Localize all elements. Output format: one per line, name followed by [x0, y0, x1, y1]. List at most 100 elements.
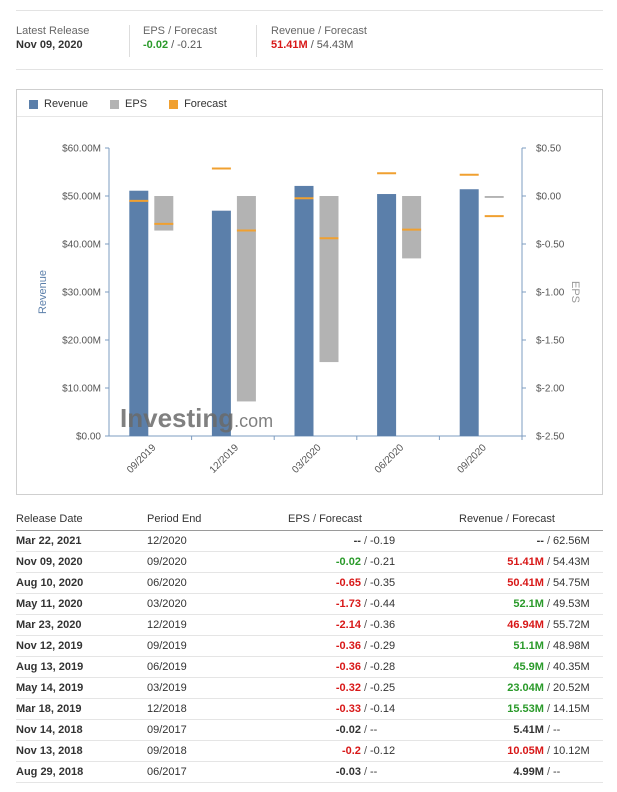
header-release-date[interactable]: Release Date [16, 513, 83, 525]
revenue-actual: 52.1M [513, 598, 544, 610]
legend-label-forecast: Forecast [184, 98, 227, 110]
revenue-cell: 4.99M / [456, 762, 553, 783]
eps-actual: -0.33 [335, 703, 361, 715]
slash-separator: / [546, 598, 550, 610]
header-revenue-forecast[interactable]: Revenue / Forecast [459, 509, 555, 529]
earnings-summary: Latest Release Nov 09, 2020 EPS / Foreca… [16, 10, 603, 70]
revenue-cell: 5.41M / [456, 720, 553, 741]
eps-forecast-cell: -0.14 [370, 703, 396, 715]
header-period-end[interactable]: Period End [147, 513, 202, 525]
table-row: Nov 13, 2018 09/2018 -0.2/-0.12 10.05M/10.1… [16, 741, 603, 762]
release-date-cell: Aug 29, 2018 [16, 766, 84, 778]
y2-tick-label: $-2.50 [536, 432, 565, 443]
legend-swatch-forecast [169, 99, 179, 109]
eps-actual: -0.32 [335, 682, 361, 694]
eps-forecast-cell: -0.21 [370, 556, 396, 568]
revenue-cell: 52.1M / [456, 594, 553, 615]
eps-forecast-cell: -- [370, 724, 378, 736]
period-end-cell: 06/2019 [147, 661, 187, 673]
legend-label-revenue: Revenue [44, 98, 89, 110]
legend-item-forecast[interactable]: Forecast [169, 97, 227, 111]
eps-cell: -0.03/ [288, 762, 370, 783]
eps-actual: -0.36 [335, 661, 361, 673]
revenue-cell: 51.1M / [456, 636, 553, 657]
revenue-actual: 4.99M [513, 766, 544, 778]
eps-actual: -1.73 [335, 598, 361, 610]
eps-actual: -0.03 [335, 766, 361, 778]
table-row: Mar 18, 2019 12/2018 -0.33/-0.14 15.53M/14.… [16, 699, 603, 720]
eps-cell: -0.36/ [288, 636, 370, 657]
release-date-cell: Mar 18, 2019 [16, 703, 82, 715]
release-date-cell: Nov 12, 2019 [16, 640, 83, 652]
revenue-actual: 51.41M [507, 556, 544, 568]
eps-forecast-cell: -0.44 [370, 598, 396, 610]
slash-separator: / [171, 39, 175, 51]
legend-swatch-revenue [29, 99, 38, 109]
y-tick-label: $60.00M [62, 144, 101, 155]
release-date-cell: Aug 13, 2019 [16, 661, 84, 673]
revenue-forecast-value: 54.43M [316, 39, 354, 51]
slash-separator: / [363, 682, 367, 694]
revenue-bar [459, 189, 479, 436]
revenue-forecast-cell: 20.52M [553, 682, 590, 694]
header-revenue-forecast-label: Forecast [512, 513, 555, 525]
slash-separator: / [363, 535, 367, 547]
eps-cell: -0.65/ [288, 573, 370, 594]
eps-bar [484, 196, 504, 198]
revenue-forecast-cell: -- [553, 724, 561, 736]
eps-cell: -0.02/ [288, 552, 370, 573]
eps-actual: -0.65 [335, 577, 361, 589]
slash-separator: / [546, 577, 550, 589]
eps-bar [154, 196, 174, 231]
revenue-forecast-cell: 40.35M [553, 661, 590, 673]
revenue-actual-value: 51.41M [271, 39, 308, 51]
slash-separator: / [363, 619, 367, 631]
table-row: Nov 12, 2019 09/2019 -0.36/-0.29 51.1M/48.9… [16, 636, 603, 657]
eps-actual: -0.36 [335, 640, 361, 652]
y-tick-label: $30.00M [62, 288, 101, 299]
period-end-cell: 12/2018 [147, 703, 187, 715]
revenue-cell: -- / [456, 531, 553, 552]
revenue-forecast-cell: 62.56M [553, 535, 590, 547]
period-end-cell: 06/2017 [147, 766, 187, 778]
table-row: May 14, 2019 03/2019 -0.32/-0.25 23.04M/20.… [16, 678, 603, 699]
eps-forecast-cell: -0.19 [370, 535, 396, 547]
slash-separator: / [546, 724, 550, 736]
table-row: Aug 29, 2018 06/2017 -0.03/-- 4.99M / -- [16, 762, 603, 783]
release-date-cell: May 11, 2020 [16, 598, 83, 610]
revenue-bar [211, 210, 231, 436]
legend-item-eps[interactable]: EPS [110, 97, 147, 111]
slash-separator: / [363, 703, 367, 715]
table-header: Release Date Period End EPS / Forecast Rev… [16, 509, 603, 531]
chart-legend: Revenue EPS Forecast [29, 97, 249, 111]
slash-separator: / [363, 577, 367, 589]
watermark-domain-text: .com [234, 411, 273, 431]
revenue-actual: 5.41M [513, 724, 544, 736]
y-tick-label: $0.00 [76, 432, 101, 443]
y-tick-label: $50.00M [62, 192, 101, 203]
revenue-actual: 45.9M [513, 661, 544, 673]
watermark-main-text: Investing [120, 403, 234, 433]
release-date-cell: Mar 23, 2020 [16, 619, 82, 631]
period-end-cell: 12/2020 [147, 535, 187, 547]
header-slash: / [506, 513, 510, 525]
table-row: Nov 09, 2020 09/2020 -0.02/-0.21 51.41M/54.… [16, 552, 603, 573]
header-eps-forecast[interactable]: EPS / Forecast [288, 509, 362, 529]
latest-release-block: Latest Release Nov 09, 2020 [16, 25, 89, 61]
period-end-cell: 03/2020 [147, 598, 187, 610]
release-date-cell: Nov 13, 2018 [16, 745, 83, 757]
slash-separator: / [546, 640, 550, 652]
slash-separator: / [363, 640, 367, 652]
legend-label-eps: EPS [125, 98, 148, 110]
eps-cell: -0.32/ [288, 678, 370, 699]
table-row: Nov 14, 2018 09/2017 -0.02/-- 5.41M / -- [16, 720, 603, 741]
eps-actual: -2.14 [335, 619, 361, 631]
revenue-actual: -- [536, 535, 544, 547]
revenue-forecast-cell: 14.15M [553, 703, 590, 715]
revenue-summary-value: 51.41M/54.43M [271, 38, 367, 52]
slash-separator: / [546, 661, 550, 673]
legend-item-revenue[interactable]: Revenue [29, 97, 88, 111]
slash-separator: / [546, 556, 550, 568]
slash-separator: / [363, 556, 367, 568]
slash-separator: / [546, 682, 550, 694]
